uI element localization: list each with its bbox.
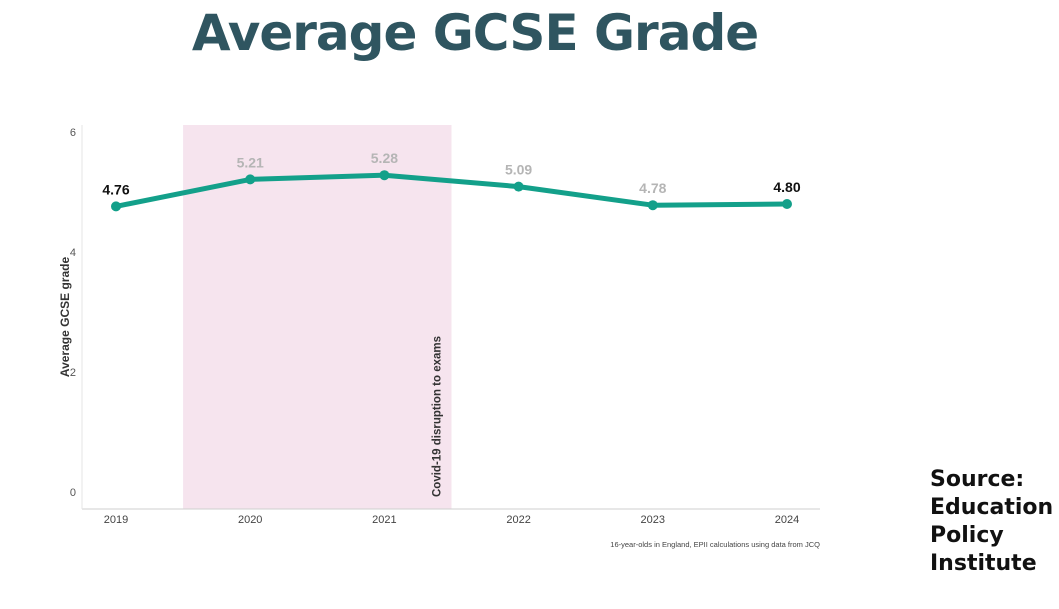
y-axis-title: Average GCSE grade [58,257,72,378]
source-line: Institute [930,551,1037,576]
data-label: 5.09 [505,162,532,178]
data-point [245,174,256,185]
x-tick-label: 2024 [775,514,799,526]
source-line: Source: [930,467,1025,492]
series-line [113,172,790,209]
data-label: 4.80 [773,179,800,195]
x-tick-label: 2023 [641,514,665,526]
x-tick-label: 2022 [506,514,530,526]
data-point [111,201,121,212]
data-labels: 4.76 5.21 5.28 5.09 4.78 4.80 [102,150,800,197]
data-label: 4.76 [102,181,129,197]
x-tick-label: 2021 [372,514,396,526]
x-tick-labels: 2019 2020 2021 2022 2023 2024 [104,514,799,526]
y-tick-labels: 0 2 4 6 [70,127,76,499]
y-tick-label: 6 [70,127,76,139]
y-tick-label: 2 [70,367,76,379]
source-attribution: Source: Education Policy Institute [930,466,1055,578]
data-point [379,170,390,181]
y-tick-label: 0 [70,487,76,499]
source-line: Policy [930,523,1004,548]
y-tick-label: 4 [70,247,76,259]
data-label: 5.21 [237,154,264,170]
covid-region-label: Covid-19 disruption to exams [432,336,444,497]
data-label: 5.28 [371,150,398,166]
covid-shaded-region [183,125,452,509]
chart-caption: 16-year-olds in England, EPII calculatio… [610,540,820,549]
data-points [111,170,792,212]
data-point [782,199,792,209]
data-point [513,181,524,192]
source-line: Education [930,495,1054,520]
x-tick-label: 2019 [104,514,128,526]
data-label: 4.78 [639,180,666,196]
page-title: Average GCSE Grade [191,4,759,62]
x-tick-label: 2020 [238,514,262,526]
data-point [647,200,658,211]
